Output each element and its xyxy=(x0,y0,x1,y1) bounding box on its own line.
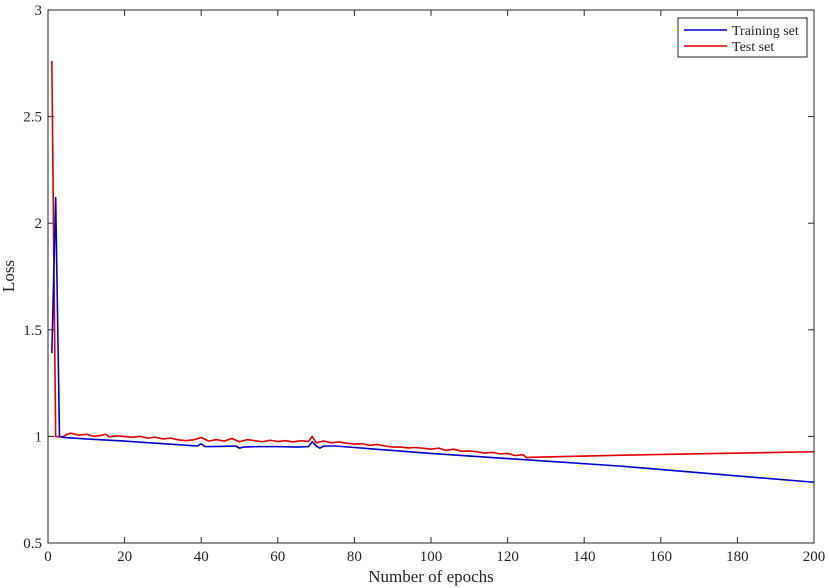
x-tick-label: 100 xyxy=(420,549,443,565)
legend-box xyxy=(677,17,808,58)
x-tick-label: 120 xyxy=(496,549,519,565)
y-tick-label: 2.5 xyxy=(23,110,42,126)
y-tick-label: 0.5 xyxy=(23,536,42,552)
plot-frame xyxy=(47,9,815,544)
x-tick-label: 80 xyxy=(347,549,362,565)
y-axis-label: Loss xyxy=(0,260,18,292)
y-tick-label: 2 xyxy=(35,216,43,232)
y-tick-label: 1.5 xyxy=(23,323,42,339)
x-tick-label: 20 xyxy=(117,549,132,565)
series-lines xyxy=(51,61,815,484)
series-line-test-set xyxy=(51,61,815,459)
tick-labels: 0 20 40 60 80 100 120 140 160 180 200 0.5 1 1.5 2 2.5 3 xyxy=(23,3,825,565)
legend-label-test-set: Test set xyxy=(732,40,774,55)
plot-area xyxy=(48,10,814,543)
y-tick-label: 1 xyxy=(35,429,43,445)
x-tick-label: 140 xyxy=(573,549,596,565)
x-tick-label: 180 xyxy=(726,549,749,565)
legend-label-training-set: Training set xyxy=(732,24,799,39)
x-tick-label: 200 xyxy=(803,549,826,565)
series-line-training-set xyxy=(51,196,815,484)
x-tick-label: 40 xyxy=(194,549,209,565)
x-tick-label: 60 xyxy=(270,549,285,565)
x-tick-label: 0 xyxy=(44,549,52,565)
x-tick-label: 160 xyxy=(650,549,673,565)
y-tick-label: 3 xyxy=(35,3,43,19)
x-axis-label: Number of epochs xyxy=(368,567,494,586)
legend: Training set Test set xyxy=(677,17,808,58)
